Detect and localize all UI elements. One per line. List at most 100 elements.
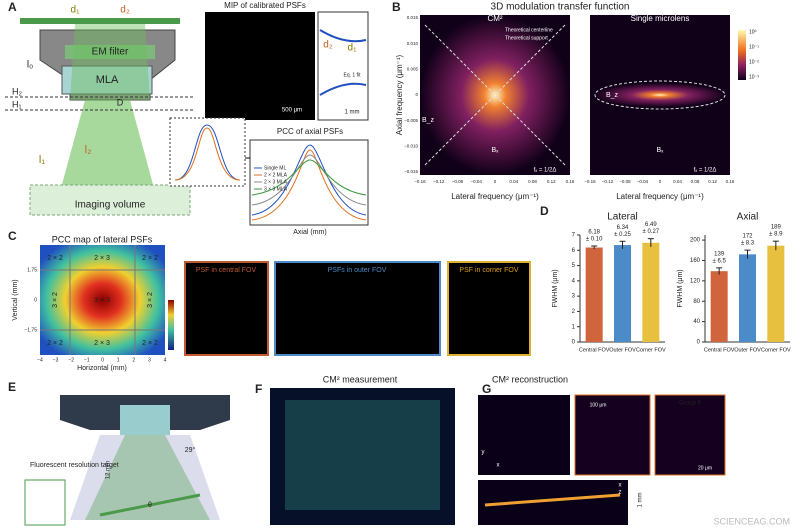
tick-label: 0.015 [407, 15, 419, 20]
tick-label: 0.08 [691, 179, 700, 184]
label: Vertical (mm) [12, 279, 19, 320]
tick-label: −0.010 [404, 144, 418, 149]
colorbar-label: 10⁰ [749, 29, 757, 35]
y-tick-label: 6 [572, 248, 576, 254]
label: 2 × 2 [142, 340, 158, 347]
label: 12 mm [106, 461, 112, 479]
label: Bₓ [492, 147, 500, 154]
bar [585, 247, 603, 342]
error-label: ± 0.27 [643, 229, 660, 235]
label: 3 × 2 [147, 292, 154, 308]
panel-c-images [40, 245, 531, 356]
label: 100 μm [590, 402, 607, 408]
label: 2 × 2 [142, 255, 158, 262]
x-tick-label: Central FOV [704, 347, 735, 353]
tick-label: 4 [164, 357, 167, 363]
label: fₓ = 1/2Δ [534, 168, 557, 174]
y-tick-label: 3 [572, 294, 576, 300]
tick-label: 0.04 [509, 179, 518, 184]
label: B_z [422, 117, 435, 124]
value-label: 6.34 [617, 225, 629, 231]
y-tick-label: 160 [690, 258, 701, 264]
y-tick-label: 40 [693, 319, 700, 325]
error-label: ± 8.3 [741, 241, 755, 247]
label: PSF in central FOV [196, 267, 257, 274]
label: Axial frequency (μm⁻¹) [395, 54, 404, 135]
chart-title: Axial [737, 212, 759, 223]
bar [710, 271, 728, 342]
chart-title: Lateral [607, 212, 638, 223]
label: Lateral frequency (μm⁻¹) [616, 192, 704, 201]
error-label: ± 0.25 [614, 232, 631, 238]
label: Theoretical centerline [505, 27, 553, 33]
label: 2 × 3 [94, 340, 110, 347]
label: 3 × 2 [52, 292, 59, 308]
tick-label: −2 [68, 357, 74, 363]
bar [614, 245, 631, 342]
legend-entry: Single ML [264, 165, 286, 171]
y-tick-label: 1 [572, 324, 576, 330]
label: θ [148, 502, 152, 509]
label: y [482, 450, 485, 456]
watermark: SCIENCEAG.COM [713, 516, 790, 526]
axis-label: FWHM (μm) [552, 269, 559, 307]
tick-label: 1 [117, 357, 120, 363]
tick-label: 0.12 [547, 179, 556, 184]
label: H₂ [12, 86, 22, 96]
bar [642, 242, 660, 342]
label: x [619, 483, 622, 489]
label: MIP of calibrated PSFs [224, 1, 306, 10]
y-tick-label: 120 [690, 278, 701, 284]
tick-label: 0.16 [726, 179, 735, 184]
y-tick-label: 0 [572, 340, 576, 346]
label: H₁ [12, 99, 22, 109]
tick-label: 0 [494, 179, 497, 184]
tick-label: 1.75 [27, 267, 37, 273]
tick-label: 0 [101, 357, 104, 363]
colorbar-label: 10⁻² [749, 59, 759, 65]
label: Axial (mm) [293, 229, 326, 236]
x-tick-label: Central FOV [579, 347, 610, 353]
label: Bₓ [657, 147, 665, 154]
panel-a-schematic [5, 11, 369, 226]
label: CM² measurement [323, 374, 398, 384]
y-tick-label: 2 [572, 309, 576, 315]
label: Single microlens [631, 14, 690, 23]
axis-label: FWHM (μm) [677, 269, 684, 307]
label: x [497, 463, 500, 469]
bar [767, 245, 785, 342]
label: 1 mm [638, 492, 644, 507]
panel-label: D [540, 204, 549, 218]
tick-label: 0.005 [407, 67, 419, 72]
label: 500 μm [282, 108, 302, 114]
label: D [117, 97, 124, 107]
y-tick-label: 80 [693, 299, 700, 305]
tick-label: 0.12 [708, 179, 717, 184]
label: z [619, 490, 622, 496]
y-tick-label: 200 [690, 238, 701, 244]
tick-label: −4 [37, 357, 43, 363]
tick-label: −0.005 [404, 118, 418, 123]
tick-label: −3 [53, 357, 59, 363]
label: Eq. 1 fit [344, 72, 362, 78]
label: PCC of axial PSFs [277, 127, 343, 136]
panel-label: E [8, 380, 16, 394]
legend-entry: 2 × 2 MLA [264, 172, 288, 178]
label: Theoretical support [505, 35, 548, 41]
tick-label: 2 [132, 357, 135, 363]
x-tick-label: Corner FOV [761, 347, 791, 353]
label: d₁ [348, 43, 358, 54]
label: d₂ [120, 5, 130, 16]
tick-label: −0.12 [433, 179, 445, 184]
label: 2 × 3 [94, 255, 110, 262]
label: B_z [606, 92, 619, 99]
tick-label: 0.010 [407, 41, 419, 46]
panel-label: C [8, 229, 17, 243]
value-label: 6.18 [588, 230, 600, 236]
label: l₂ [85, 144, 92, 156]
label: MLA [96, 74, 119, 86]
label: Imaging volume [75, 200, 146, 211]
colorbar-label: 10⁻³ [749, 74, 759, 80]
tick-label: −1.75 [24, 327, 37, 333]
